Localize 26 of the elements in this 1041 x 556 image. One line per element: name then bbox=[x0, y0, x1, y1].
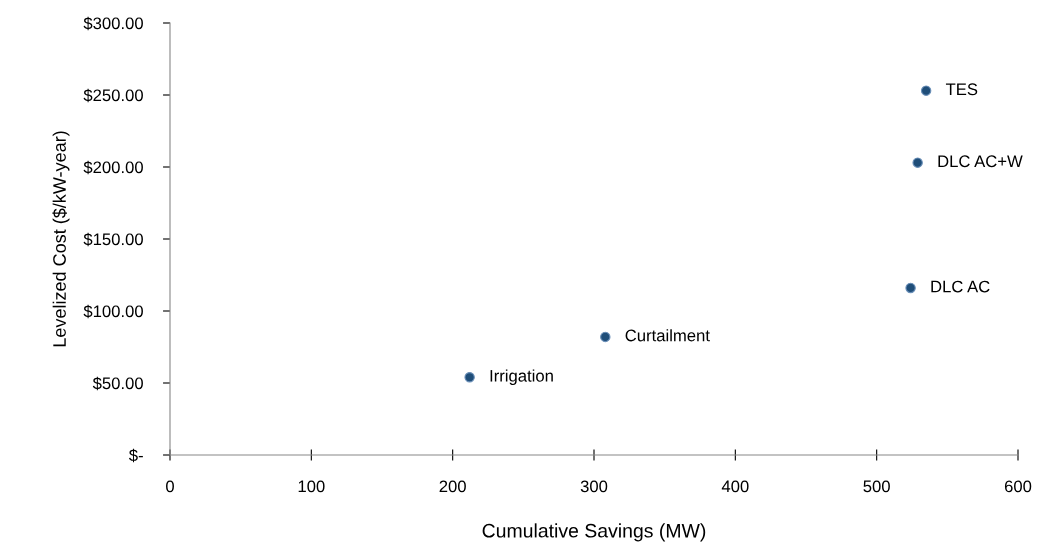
point bbox=[920, 85, 932, 96]
annotation: Irrigation bbox=[490, 369, 553, 386]
y-tick-label: $250.00 bbox=[83, 88, 143, 103]
x-axis-title: Cumulative Savings (MW) bbox=[482, 523, 706, 542]
y-tick-label: $100.00 bbox=[83, 304, 143, 319]
annotation: DLC AC+W bbox=[938, 155, 1023, 168]
y-tick-label: $- bbox=[128, 448, 143, 463]
x-tick-label: 200 bbox=[439, 480, 466, 493]
point bbox=[600, 331, 611, 343]
y-tick-label: $300.00 bbox=[83, 16, 143, 31]
x-tick-label: 500 bbox=[863, 480, 890, 493]
point bbox=[905, 282, 916, 294]
x-tick-label: 600 bbox=[1004, 480, 1032, 493]
annotation: TES bbox=[945, 83, 978, 96]
x-tick-label: 300 bbox=[580, 480, 608, 493]
x-tick-label: 400 bbox=[721, 480, 749, 493]
y-tick-label: $150.00 bbox=[83, 232, 143, 247]
x-tick-label: 100 bbox=[298, 480, 325, 493]
y-tick-label: $200.00 bbox=[83, 160, 143, 175]
point bbox=[464, 372, 475, 383]
point bbox=[912, 157, 923, 168]
y-axis-title: Levelized Cost ($/kW-year) bbox=[52, 131, 70, 347]
annotation: DLC AC bbox=[931, 280, 990, 293]
annotation: Curtailment bbox=[625, 329, 710, 342]
y-tick-label: $50.00 bbox=[92, 376, 143, 391]
x-tick-label: 0 bbox=[166, 480, 174, 493]
